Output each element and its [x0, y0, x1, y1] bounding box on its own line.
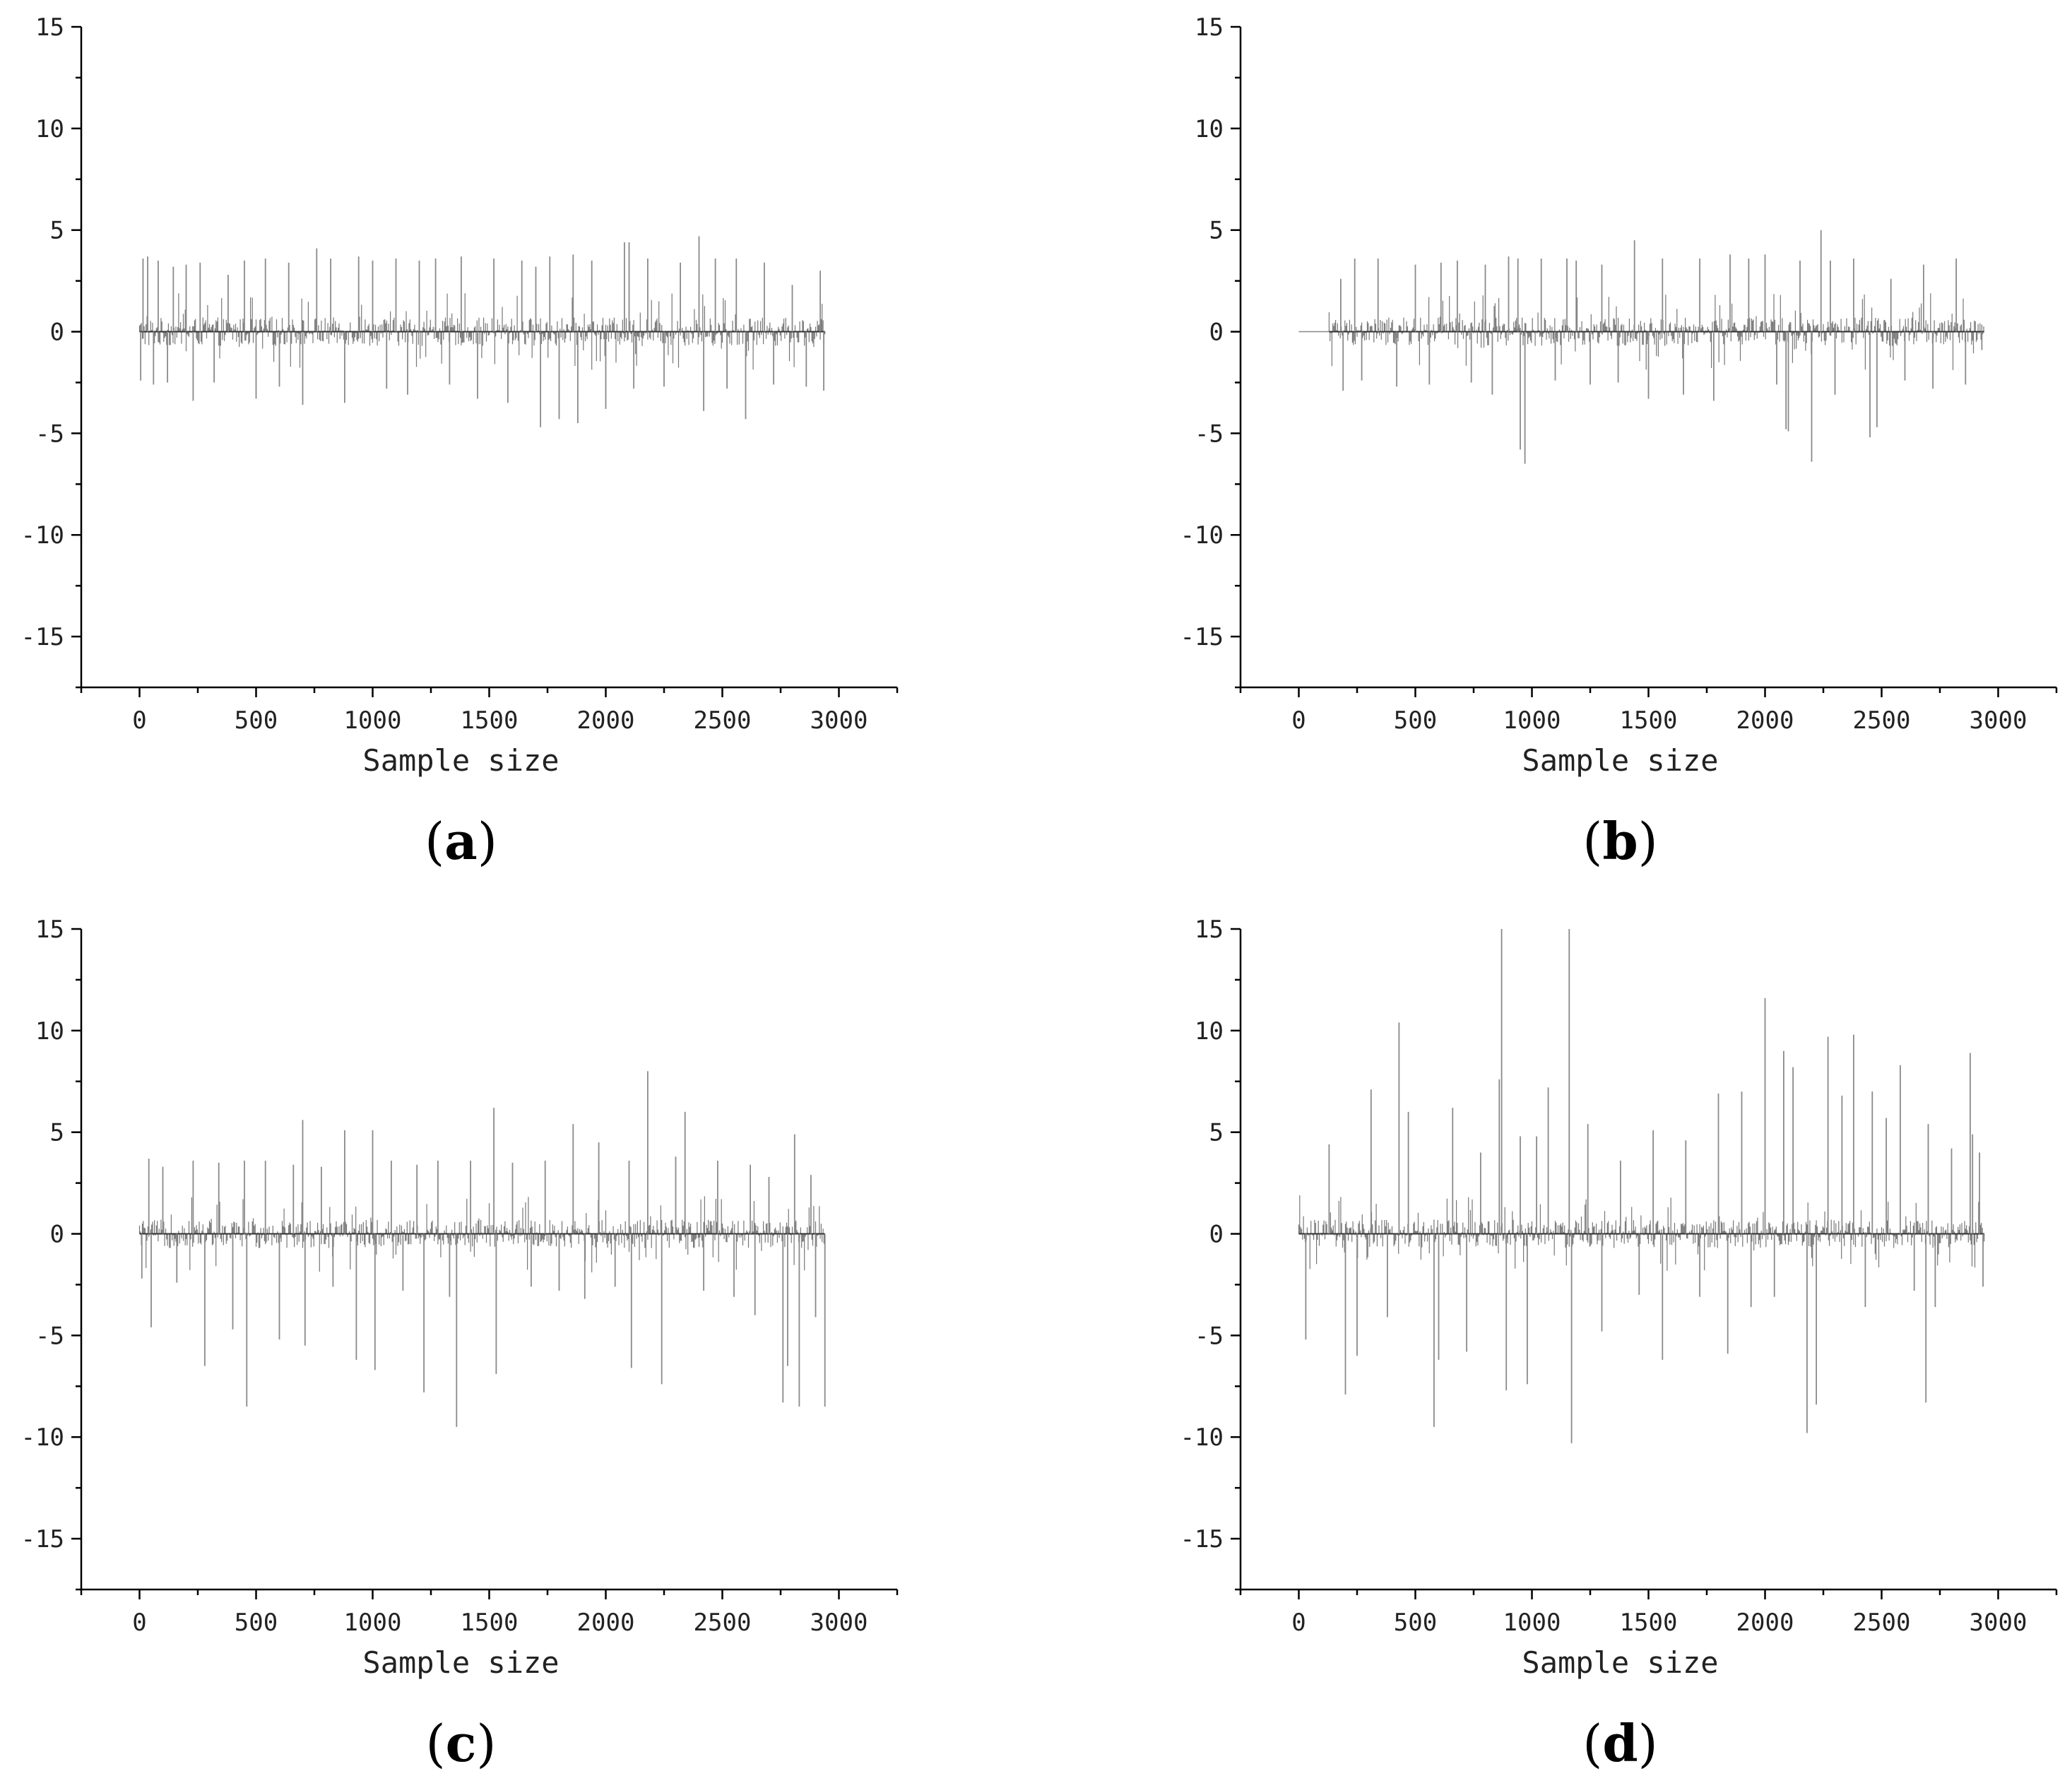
- caption-close: ): [1638, 812, 1658, 871]
- caption-close: ): [478, 812, 497, 871]
- x-tick-label: 500: [1394, 1609, 1437, 1637]
- y-tick-label: -5: [35, 1322, 64, 1350]
- panel-caption: (c): [425, 1713, 496, 1773]
- panel-d: 15 10 5 0 -5 -10 -15 0 500 1000 1500 2000 2500 3000 Sa…: [1180, 916, 2058, 1773]
- x-tick-label: 2000: [1736, 1609, 1794, 1637]
- caption-close: ): [476, 1714, 496, 1773]
- caption-open: (: [1582, 812, 1602, 871]
- x-tick-label: 1500: [461, 706, 519, 735]
- x-tick-label: 2500: [1853, 706, 1911, 735]
- signal-noise: [1298, 1195, 1985, 1271]
- x-tick-label: 2000: [577, 706, 635, 735]
- x-tick-label: 1500: [1620, 706, 1678, 735]
- caption-letter: b: [1602, 811, 1638, 871]
- x-tick-label: 3000: [1970, 706, 2027, 735]
- caption-letter: a: [444, 811, 478, 871]
- x-tick-label: 3000: [810, 706, 868, 735]
- y-tick-label: 10: [35, 1017, 64, 1046]
- panel-a: 15 10 5 0 -5 -10 -15 0 500 1000 1500 2000 2500 3000 Sa…: [21, 13, 899, 871]
- y-tick-label: 15: [1195, 916, 1224, 944]
- y-tick-label: -15: [21, 623, 64, 651]
- caption-letter: d: [1602, 1713, 1638, 1773]
- x-tick-label: 2500: [694, 1609, 752, 1637]
- signal-noise: [1298, 293, 1984, 370]
- panel-caption: (a): [425, 811, 497, 871]
- y-tick-label: -10: [1180, 521, 1224, 550]
- panel-c: 15 10 5 0 -5 -10 -15 0 500 1000 1500 2000 2500 3000 Sa…: [21, 916, 899, 1773]
- panel-caption: (d): [1582, 1713, 1658, 1773]
- x-tick-label: 1000: [1503, 1609, 1561, 1637]
- y-tick-label: 0: [1209, 319, 1224, 347]
- caption-letter: c: [446, 1713, 477, 1773]
- y-tick-label: -5: [1195, 1322, 1224, 1350]
- x-tick-label: 1500: [461, 1609, 519, 1637]
- y-tick-label: 0: [50, 1221, 64, 1249]
- x-tick-label: 1500: [1620, 1609, 1678, 1637]
- panel-caption: (b): [1582, 811, 1658, 871]
- x-tick-label: 0: [132, 1609, 146, 1637]
- x-tick-label: 0: [132, 706, 146, 735]
- caption-open: (: [425, 812, 444, 871]
- panel-b: 15 10 5 0 -5 -10 -15 0 500 1000 1500 2000 2500 3000 Sa…: [1180, 13, 2058, 871]
- y-tick-label: 10: [35, 115, 64, 143]
- caption-open: (: [1582, 1714, 1602, 1773]
- x-tick-label: 3000: [810, 1609, 868, 1637]
- y-tick-label: 5: [50, 1119, 64, 1147]
- x-tick-label: 500: [235, 1609, 278, 1637]
- x-tick-label: 2000: [577, 1609, 635, 1637]
- x-tick-label: 2500: [694, 706, 752, 735]
- x-axis-title: Sample size: [1522, 1645, 1718, 1680]
- x-tick-label: 500: [1394, 706, 1437, 735]
- x-tick-label: 500: [235, 706, 278, 735]
- noise-path: [1298, 1195, 1985, 1271]
- x-tick-label: 1000: [344, 706, 402, 735]
- y-tick-label: 0: [50, 319, 64, 347]
- y-tick-label: 5: [1209, 1119, 1224, 1147]
- y-tick-label: 15: [35, 916, 64, 944]
- y-tick-label: 15: [35, 13, 64, 42]
- y-tick-label: 0: [1209, 1221, 1224, 1249]
- x-axis-title: Sample size: [1522, 743, 1718, 778]
- y-tick-label: -15: [1180, 623, 1224, 651]
- x-tick-label: 0: [1291, 706, 1306, 735]
- y-tick-label: -15: [21, 1525, 64, 1553]
- y-tick-label: -5: [1195, 420, 1224, 448]
- y-tick-label: -5: [35, 420, 64, 448]
- x-tick-label: 3000: [1970, 1609, 2027, 1637]
- y-tick-label: 5: [1209, 217, 1224, 245]
- y-tick-label: -10: [1180, 1423, 1224, 1452]
- x-axis-title: Sample size: [362, 1645, 559, 1680]
- caption-open: (: [425, 1714, 445, 1773]
- x-tick-label: 2000: [1736, 706, 1794, 735]
- y-tick-label: -15: [1180, 1525, 1224, 1553]
- y-tick-label: 10: [1195, 1017, 1224, 1046]
- x-tick-label: 2500: [1853, 1609, 1911, 1637]
- y-tick-label: -10: [21, 521, 64, 550]
- x-tick-label: 0: [1291, 1609, 1306, 1637]
- x-tick-label: 1000: [344, 1609, 402, 1637]
- noise-path: [1328, 293, 1984, 370]
- y-tick-label: -10: [21, 1423, 64, 1452]
- y-tick-label: 5: [50, 217, 64, 245]
- caption-close: ): [1638, 1714, 1658, 1773]
- x-tick-label: 1000: [1503, 706, 1561, 735]
- y-tick-label: 10: [1195, 115, 1224, 143]
- y-tick-label: 15: [1195, 13, 1224, 42]
- x-axis-title: Sample size: [362, 743, 559, 778]
